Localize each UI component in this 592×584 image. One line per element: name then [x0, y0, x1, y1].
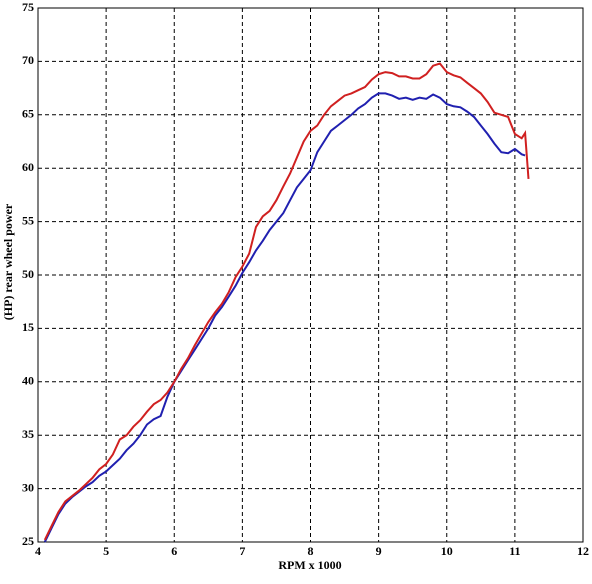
y-tick-label: 75 [22, 0, 34, 14]
y-tick-label: 15 [22, 320, 34, 334]
y-tick-label: 70 [22, 53, 34, 67]
series-line [43, 62, 530, 541]
x-tick-label: 9 [376, 544, 382, 558]
x-tick-label: 4 [35, 544, 41, 558]
y-tick-label: 65 [22, 107, 34, 121]
x-tick-label: 10 [441, 544, 453, 558]
y-tick-label: 50 [22, 267, 34, 281]
x-tick-label: 11 [509, 544, 520, 558]
x-tick-label: 8 [308, 544, 314, 558]
y-axis-label: (HP) rear wheel power [1, 203, 15, 320]
x-tick-label: 12 [577, 544, 589, 558]
x-axis-label: RPM x 1000 [278, 558, 341, 572]
x-tick-label: 6 [171, 544, 177, 558]
x-tick-label: 5 [103, 544, 109, 558]
y-tick-label: 35 [22, 427, 34, 441]
y-tick-label: 55 [22, 213, 34, 227]
plot-frame [37, 7, 584, 543]
y-tick-label: 40 [22, 374, 34, 388]
y-tick-label: 25 [22, 534, 34, 548]
series-line [43, 92, 526, 543]
y-tick-label: 30 [22, 480, 34, 494]
y-tick-label: 60 [22, 160, 34, 174]
x-tick-label: 7 [239, 544, 245, 558]
